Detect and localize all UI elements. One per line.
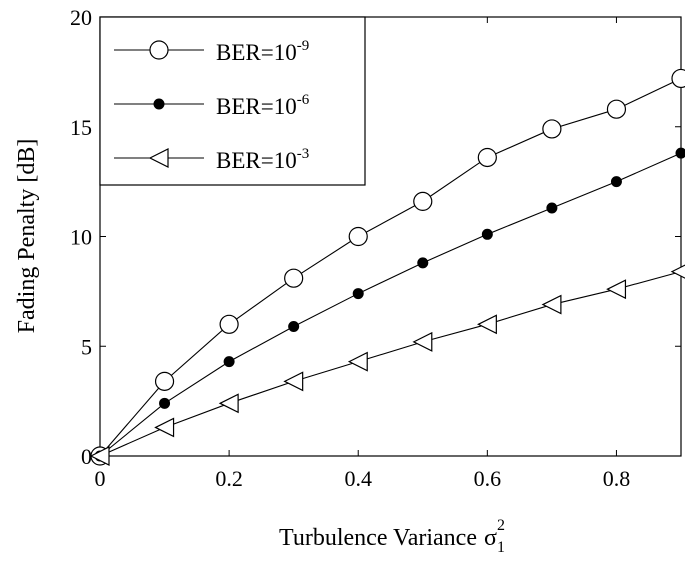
legend-label-exponent: -3 — [297, 146, 310, 162]
x-axis-label-text: Turbulence Variance — [279, 525, 477, 551]
series-1 — [90, 68, 685, 466]
data-point — [542, 119, 562, 139]
data-point — [412, 331, 433, 352]
legend-marker — [153, 98, 165, 110]
y-tick-label: 15 — [70, 115, 92, 140]
data-point — [219, 314, 239, 334]
data-point — [546, 202, 558, 214]
x-tick-label: 0 — [95, 466, 106, 491]
data-point — [417, 257, 429, 269]
data-point — [606, 99, 627, 119]
legend-box — [99, 16, 366, 186]
legend-label-base: BER=10 — [216, 40, 297, 65]
legend-entry: BER=10-6 — [114, 92, 310, 119]
legend-label: BER=10-6 — [216, 92, 310, 119]
legend-label-exponent: -9 — [297, 38, 310, 54]
x-axis-label-symbol: σ — [484, 525, 497, 551]
data-point — [610, 176, 622, 188]
data-point — [671, 68, 685, 89]
legend-label-base: BER=10 — [216, 148, 297, 173]
data-point — [541, 294, 562, 315]
y-tick-label: 20 — [70, 5, 92, 30]
x-axis-label-sub: 1 — [497, 539, 505, 556]
data-point — [481, 228, 493, 240]
x-tick-label: 0.8 — [603, 466, 631, 491]
data-point — [283, 371, 304, 392]
legend-label-exponent: -6 — [297, 92, 310, 108]
series-2 — [94, 147, 685, 462]
legend-label: BER=10-9 — [216, 38, 309, 65]
x-tick-label: 0.2 — [215, 466, 243, 491]
x-tick-label: 0.4 — [344, 466, 372, 491]
legend-marker — [149, 40, 169, 60]
data-point — [413, 191, 433, 211]
y-tick-label: 10 — [70, 225, 92, 250]
x-axis-label: Turbulence Variance σ1 2 — [279, 517, 505, 556]
data-point — [223, 356, 235, 368]
legend-entry: BER=10-9 — [114, 38, 309, 65]
y-axis-label: Fading Penalty [dB] — [14, 139, 40, 334]
legend-label-base: BER=10 — [216, 94, 297, 119]
legend-marker — [148, 148, 169, 168]
series-line — [99, 152, 682, 457]
series-line — [99, 77, 682, 457]
legend-label: BER=10-3 — [216, 146, 309, 173]
y-tick-label: 0 — [81, 444, 92, 469]
x-tick-label: 0.6 — [474, 466, 502, 491]
data-point — [288, 320, 300, 332]
y-tick-label: 5 — [81, 334, 92, 359]
data-point — [348, 226, 368, 247]
x-axis-label-sup: 2 — [497, 517, 505, 534]
series-line — [99, 271, 682, 457]
data-point — [352, 288, 364, 300]
data-point — [477, 147, 497, 168]
data-point — [670, 264, 685, 279]
data-point — [159, 397, 171, 409]
data-point — [476, 314, 497, 335]
series-3 — [89, 264, 685, 466]
data-point — [154, 371, 175, 391]
data-point — [218, 393, 239, 414]
data-point — [347, 351, 368, 372]
data-point — [154, 417, 175, 438]
legend-entry: BER=10-3 — [114, 146, 309, 173]
data-point — [284, 268, 304, 288]
data-point — [606, 279, 627, 300]
data-point — [675, 147, 685, 159]
data-point — [89, 446, 110, 466]
